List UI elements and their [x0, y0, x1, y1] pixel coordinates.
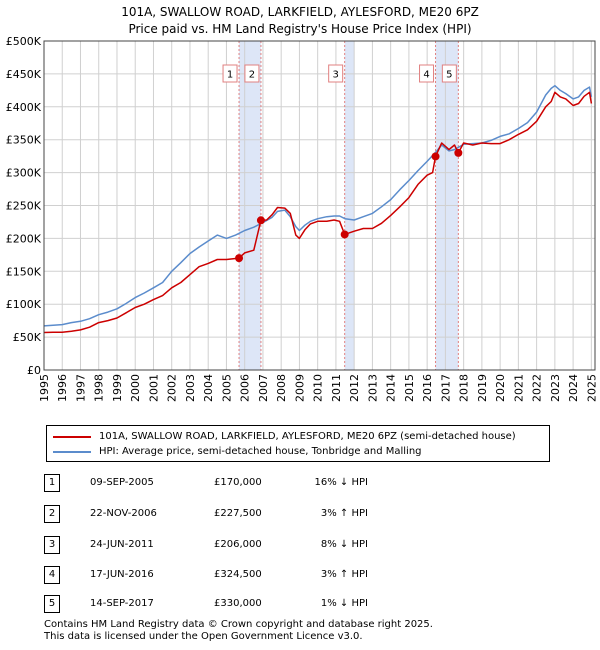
x-tick-label: 1999 [111, 374, 124, 402]
x-tick-label: 2021 [512, 374, 525, 402]
x-tick-label: 2016 [421, 374, 434, 402]
y-tick-label: £0 [27, 364, 41, 377]
x-tick-label: 1998 [93, 374, 106, 402]
x-tick-label: 2018 [458, 374, 471, 402]
transaction-point [340, 230, 349, 239]
transaction-date: 17-JUN-2016 [90, 569, 154, 580]
transaction-date: 22-NOV-2006 [90, 508, 157, 519]
x-tick-label: 2008 [275, 374, 288, 402]
price-paid-line [43, 91, 593, 334]
x-tick-label: 1996 [56, 374, 69, 402]
x-tick-label: 2005 [220, 374, 233, 402]
transaction-point [256, 216, 265, 225]
x-tick-label: 2023 [549, 374, 562, 402]
footer-attribution: Contains HM Land Registry data © Crown c… [44, 619, 433, 643]
chart-legend: 101A, SWALLOW ROAD, LARKFIELD, AYLESFORD… [46, 425, 550, 462]
y-tick-label: £200K [6, 232, 42, 245]
table-row: 1 09-SEP-2005 £170,000 16% ↓ HPI [0, 474, 600, 492]
hpi-line [43, 84, 593, 327]
y-tick-label: £450K [6, 68, 42, 81]
transaction-label: 1 [227, 70, 233, 81]
transaction-label: 4 [423, 70, 429, 81]
x-tick-label: 2004 [202, 374, 215, 402]
transaction-number: 1 [44, 474, 60, 492]
transaction-date: 24-JUN-2011 [90, 539, 154, 550]
x-tick-label: 2020 [494, 374, 507, 402]
transaction-price: £324,500 [214, 569, 262, 580]
y-tick-label: £100K [6, 298, 42, 311]
plot-border [43, 40, 596, 371]
x-tick-label: 2011 [330, 374, 343, 402]
transaction-number: 4 [44, 566, 60, 584]
x-tick-label: 2003 [184, 374, 197, 402]
x-tick-label: 2001 [147, 374, 160, 402]
transaction-label-box [328, 64, 344, 83]
x-tick-label: 2010 [312, 374, 325, 402]
transaction-price: £206,000 [214, 539, 262, 550]
y-tick-label: £500K [6, 35, 42, 48]
y-tick-label: £150K [6, 265, 42, 278]
table-row: 2 22-NOV-2006 £227,500 3% ↑ HPI [0, 505, 600, 523]
transaction-hpi: 1% ↓ HPI [320, 598, 368, 609]
x-tick-label: 2019 [476, 374, 489, 402]
transaction-price: £330,000 [214, 598, 262, 609]
table-row: 5 14-SEP-2017 £330,000 1% ↓ HPI [0, 595, 600, 613]
transaction-hpi: 8% ↓ HPI [320, 539, 368, 550]
transaction-label-box [244, 64, 260, 83]
transaction-date: 14-SEP-2017 [90, 598, 154, 609]
x-tick-label: 2012 [348, 374, 361, 402]
y-tick-label: £400K [6, 101, 42, 114]
footer-copyright: Contains HM Land Registry data © Crown c… [44, 619, 433, 630]
transaction-label-box [222, 64, 238, 83]
y-tick-label: £50K [13, 331, 42, 344]
x-tick-label: 2024 [567, 374, 580, 402]
x-tick-label: 2007 [257, 374, 270, 402]
legend-swatch-price [53, 436, 91, 438]
x-tick-label: 2000 [129, 374, 142, 402]
transaction-number: 3 [44, 536, 60, 554]
x-tick-label: 2006 [239, 374, 252, 402]
transaction-point [431, 152, 440, 161]
legend-swatch-hpi [53, 451, 91, 453]
transaction-label: 2 [249, 70, 255, 81]
x-tick-label: 2025 [585, 374, 598, 402]
footer-licence: This data is licensed under the Open Gov… [44, 631, 363, 642]
transaction-price: £227,500 [214, 508, 262, 519]
transaction-point [235, 254, 244, 263]
transaction-date: 09-SEP-2005 [90, 477, 154, 488]
legend-label-price: 101A, SWALLOW ROAD, LARKFIELD, AYLESFORD… [99, 431, 516, 442]
y-tick-label: £350K [6, 134, 42, 147]
transaction-label-box [441, 64, 457, 83]
x-tick-label: 1995 [38, 374, 51, 402]
transaction-price: £170,000 [214, 477, 262, 488]
x-tick-label: 2013 [366, 374, 379, 402]
x-tick-label: 2002 [166, 374, 179, 402]
price-chart: 1 2 3 4 5 £0 £50K £100K £150K £200K £250K £300K £350… [6, 35, 599, 402]
x-tick-label: 2022 [531, 374, 544, 402]
x-tick-label: 2015 [403, 374, 416, 402]
transaction-label-box [419, 64, 435, 83]
table-row: 4 17-JUN-2016 £324,500 3% ↑ HPI [0, 566, 600, 584]
x-tick-label: 2014 [385, 374, 398, 402]
y-tick-label: £300K [6, 167, 42, 180]
transaction-hpi: 16% ↓ HPI [314, 477, 368, 488]
x-tick-label: 2017 [439, 374, 452, 402]
table-row: 3 24-JUN-2011 £206,000 8% ↓ HPI [0, 536, 600, 554]
transaction-hpi: 3% ↑ HPI [320, 569, 368, 580]
transaction-number: 2 [44, 505, 60, 523]
transaction-hpi: 3% ↑ HPI [320, 508, 368, 519]
transaction-label: 3 [332, 70, 338, 81]
x-tick-label: 1997 [74, 374, 87, 402]
transaction-label: 5 [446, 70, 452, 81]
chart-subtitle: Price paid vs. HM Land Registry's House … [128, 22, 472, 36]
chart-title: 101A, SWALLOW ROAD, LARKFIELD, AYLESFORD… [121, 5, 479, 19]
legend-label-hpi: HPI: Average price, semi-detached house,… [99, 446, 422, 457]
transaction-point [454, 148, 463, 157]
x-tick-label: 2009 [293, 374, 306, 402]
y-tick-label: £250K [6, 200, 42, 213]
transaction-number: 5 [44, 595, 60, 613]
